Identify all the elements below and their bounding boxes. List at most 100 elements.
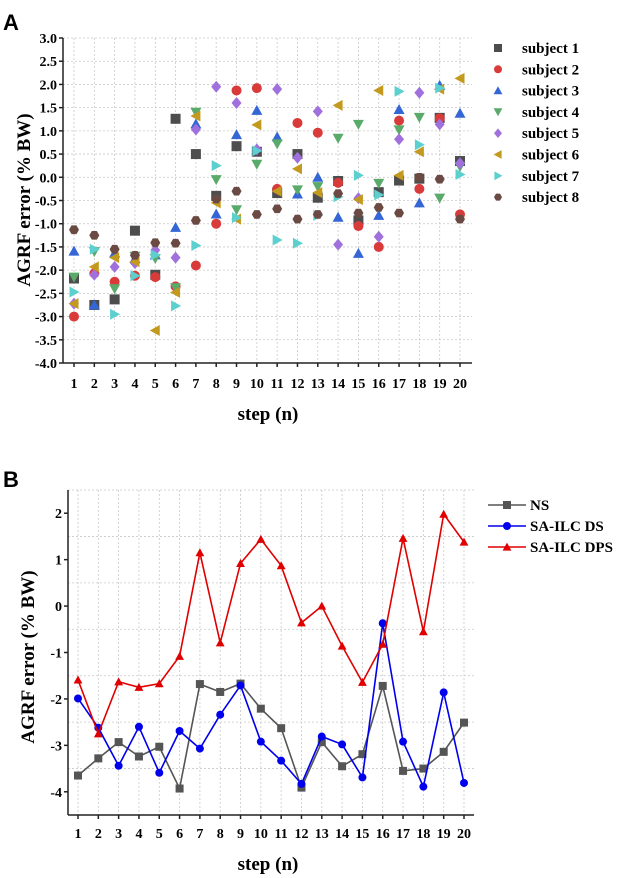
x-tick-label: 12 (290, 377, 304, 392)
x-tick-label: 3 (111, 377, 118, 392)
y-tick-label: 0 (55, 600, 62, 615)
data-point (399, 737, 408, 746)
y-tick-label: -2.5 (35, 287, 57, 302)
data-point (236, 681, 245, 690)
data-point (190, 149, 201, 160)
data-point (277, 756, 286, 765)
data-point (394, 85, 405, 97)
data-point (150, 272, 161, 283)
data-point (155, 742, 164, 751)
legend-marker (494, 128, 502, 138)
y-tick-label: 1.0 (40, 125, 58, 140)
data-point (394, 208, 405, 218)
data-point (134, 722, 143, 731)
x-tick-label: 11 (275, 827, 288, 842)
data-point (251, 210, 262, 219)
data-point (231, 186, 242, 196)
data-point (394, 175, 405, 186)
data-point (373, 209, 385, 220)
data-point (256, 704, 265, 713)
data-point (272, 83, 283, 96)
data-point (195, 548, 205, 557)
data-point (439, 747, 448, 756)
data-point (312, 210, 323, 219)
x-tick-label: 15 (355, 827, 369, 842)
x-tick-label: 10 (254, 827, 268, 842)
data-point (393, 104, 405, 114)
x-tick-label: 8 (213, 377, 220, 392)
data-point (459, 537, 469, 546)
data-point (231, 129, 243, 140)
data-point (175, 726, 184, 735)
series-subject-2 (69, 83, 465, 322)
data-point (256, 737, 265, 746)
data-point (216, 710, 225, 719)
data-point (114, 761, 123, 770)
legend-label: SA-ILC DS (530, 519, 604, 535)
data-point (210, 175, 222, 186)
legend-marker (494, 193, 502, 201)
y-tick-label: -3.0 (35, 311, 57, 326)
data-point (292, 117, 303, 128)
y-axis-title: AGRF error (% BW) (14, 113, 35, 286)
x-tick-label: 14 (331, 377, 345, 392)
data-point (374, 189, 385, 201)
data-point (110, 308, 121, 320)
legend-marker (493, 86, 503, 95)
data-point (74, 771, 82, 780)
data-point (312, 127, 323, 138)
data-point (134, 682, 144, 691)
data-point (251, 104, 263, 115)
data-point (454, 72, 465, 84)
x-tick-label: 2 (91, 377, 98, 392)
y-tick-label: -3 (50, 739, 62, 754)
data-point (317, 601, 327, 610)
data-point (414, 86, 425, 99)
data-point (109, 284, 121, 295)
x-tick-label: 1 (75, 827, 82, 842)
legend-marker (494, 65, 502, 74)
data-point (190, 118, 202, 129)
data-point (277, 724, 286, 733)
y-tick-label: 1 (55, 554, 62, 569)
data-point (332, 99, 343, 111)
data-point (332, 133, 344, 144)
data-point (170, 113, 181, 124)
series-subject-1 (69, 112, 465, 310)
x-tick-label: 1 (71, 377, 78, 392)
data-point (170, 283, 182, 294)
data-point (312, 171, 324, 182)
data-point (414, 183, 425, 194)
data-point (378, 619, 387, 628)
panel-label: A (3, 10, 19, 35)
data-point (69, 225, 79, 235)
y-tick-label: -2 (50, 693, 62, 708)
data-point (439, 509, 449, 518)
data-point (358, 773, 367, 782)
data-point (352, 194, 363, 206)
x-tick-label: 13 (315, 827, 329, 842)
data-point (398, 533, 408, 542)
data-point (271, 139, 283, 150)
data-point (312, 182, 324, 193)
data-point (373, 203, 384, 212)
x-tick-label: 4 (135, 827, 142, 842)
data-point (414, 139, 425, 151)
x-tick-label: 11 (271, 377, 284, 392)
data-point (312, 105, 323, 118)
data-point (130, 270, 141, 282)
data-point (373, 84, 384, 96)
y-tick-label: -1.0 (35, 218, 57, 233)
x-tick-label: 14 (335, 827, 349, 842)
data-point (291, 163, 302, 175)
data-point (170, 221, 182, 232)
series-subject-5 (69, 80, 465, 310)
y-tick-label: 0.5 (40, 148, 58, 163)
data-point (190, 107, 202, 118)
data-point (292, 214, 303, 224)
legend-label: subject 1 (522, 41, 579, 57)
data-point (378, 681, 387, 690)
data-point (231, 141, 242, 152)
data-point (373, 241, 384, 252)
data-point (251, 119, 262, 131)
